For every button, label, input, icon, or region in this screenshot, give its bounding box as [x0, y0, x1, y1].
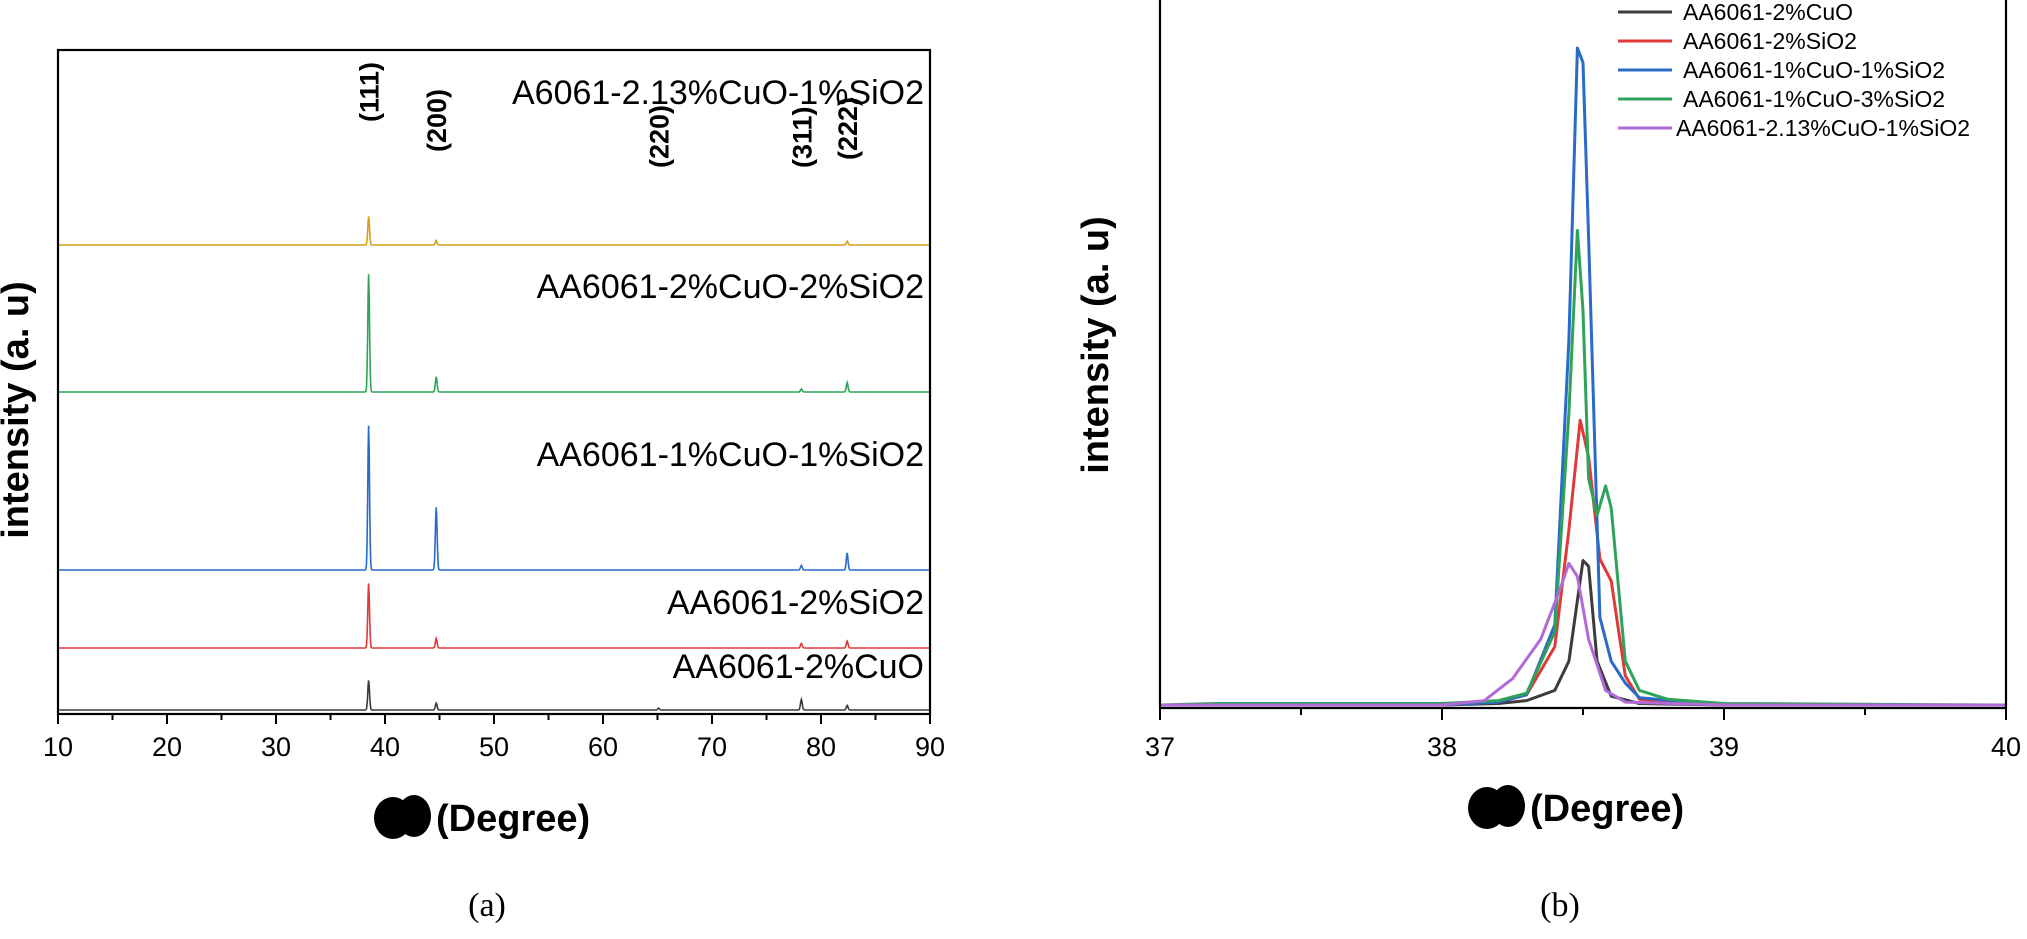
theta-symbol-icon: [374, 795, 431, 839]
series-label-aa6061-2-cuo-2-sio2: AA6061-2%CuO-2%SiO2: [537, 268, 924, 306]
x-tick-label-20: 20: [152, 732, 182, 762]
series-label-aa6061-2-sio2: AA6061-2%SiO2: [667, 584, 924, 622]
legend-label-aa6061-1-cuo-1-sio2: AA6061-1%CuO-1%SiO2: [1683, 57, 1945, 83]
legend-label-aa6061-2-13-cuo-1-sio2: AA6061-2.13%CuO-1%SiO2: [1676, 115, 1970, 141]
x-tick-label-37: 37: [1145, 732, 1175, 762]
peak-label-311: (311): [787, 106, 817, 168]
series-line-aa6061-2-sio2: [58, 583, 930, 649]
series-line-aa6061-1-cuo-1-sio2: [58, 425, 930, 571]
chart-a-traces: [58, 216, 930, 711]
series-label-aa6061-2-cuo: AA6061-2%CuO: [673, 648, 924, 686]
x-tick-label-39: 39: [1709, 732, 1739, 762]
chart-a-series-labels: AA6061-2%CuO AA6061-2%SiO2 AA6061-1%CuO-1%…: [512, 74, 924, 686]
theta-symbol-icon: [1468, 785, 1525, 829]
x-tick-label-70: 70: [697, 732, 727, 762]
legend-label-aa6061-2-cuo: AA6061-2%CuO: [1683, 0, 1853, 25]
legend-label-aa6061-1-cuo-3-sio2: AA6061-1%CuO-3%SiO2: [1683, 86, 1945, 112]
chart-a: 10 20 30 40 50 60 70 80 90 (111) (200) (220) (311)(…: [0, 48, 945, 924]
series-line-a6061-2-13-cuo-1-sio2: [58, 216, 930, 246]
chart-b-caption: (b): [1540, 887, 1580, 924]
series-line-aa6061-2-cuo: [58, 680, 930, 711]
chart-b-x-axis-title: (Degree): [1468, 785, 1684, 830]
chart-a-caption: (a): [468, 887, 506, 924]
chart-b-legend: AA6061-2%CuO AA6061-2%SiO2 AA6061-1%CuO-1%…: [1618, 0, 1970, 141]
x-tick-label-10: 10: [43, 732, 73, 762]
peak-label-200: (200): [422, 89, 452, 152]
series-label-a6061-2-13-cuo-1-sio2: A6061-2.13%CuO-1%SiO2: [512, 74, 924, 112]
x-tick-label-90: 90: [915, 732, 945, 762]
chart-b-x-axis-label: (Degree): [1530, 788, 1684, 830]
x-tick-label-40: 40: [1991, 732, 2021, 762]
peak-label-111: (111): [355, 62, 385, 122]
chart-b-traces: [1160, 46, 2007, 707]
chart-b-x-axis: 37 38 39 40: [1145, 708, 2021, 762]
series-line-aa6061-1-cuo-3-sio2: [1160, 229, 2007, 707]
chart-b: 37 38 39 40 AA6061-2%CuOAA6061-2%SiO2AA6061…: [1075, 0, 2021, 924]
series-line-aa6061-2-13-cuo-1-sio2: [1160, 561, 2006, 707]
chart-a-x-axis: 10 20 30 40 50 60 70 80 90: [43, 714, 945, 762]
chart-a-y-axis-label: intensity (a. u): [0, 281, 37, 539]
chart-b-y-axis-label: intensity (a. u): [1075, 216, 1117, 474]
x-tick-label-38: 38: [1427, 732, 1457, 762]
chart-a-peak-labels: (111) (200) (220) (311) (222): [355, 62, 864, 168]
x-tick-label-40: 40: [370, 732, 400, 762]
series-line-aa6061-2-cuo-2-sio2: [58, 274, 930, 393]
x-tick-label-80: 80: [806, 732, 836, 762]
peak-label-220: (220): [645, 105, 675, 168]
chart-a-x-axis-label: (Degree): [436, 798, 590, 840]
x-tick-label-50: 50: [479, 732, 509, 762]
x-tick-label-60: 60: [588, 732, 618, 762]
series-label-aa6061-1-cuo-1-sio2: AA6061-1%CuO-1%SiO2: [537, 436, 924, 474]
peak-label-222: (222): [833, 97, 863, 160]
chart-a-x-axis-title: (Degree): [374, 795, 590, 840]
x-tick-label-30: 30: [261, 732, 291, 762]
legend-label-aa6061-2-sio2: AA6061-2%SiO2: [1683, 28, 1857, 54]
series-line-aa6061-2-cuo: [1160, 559, 2006, 707]
